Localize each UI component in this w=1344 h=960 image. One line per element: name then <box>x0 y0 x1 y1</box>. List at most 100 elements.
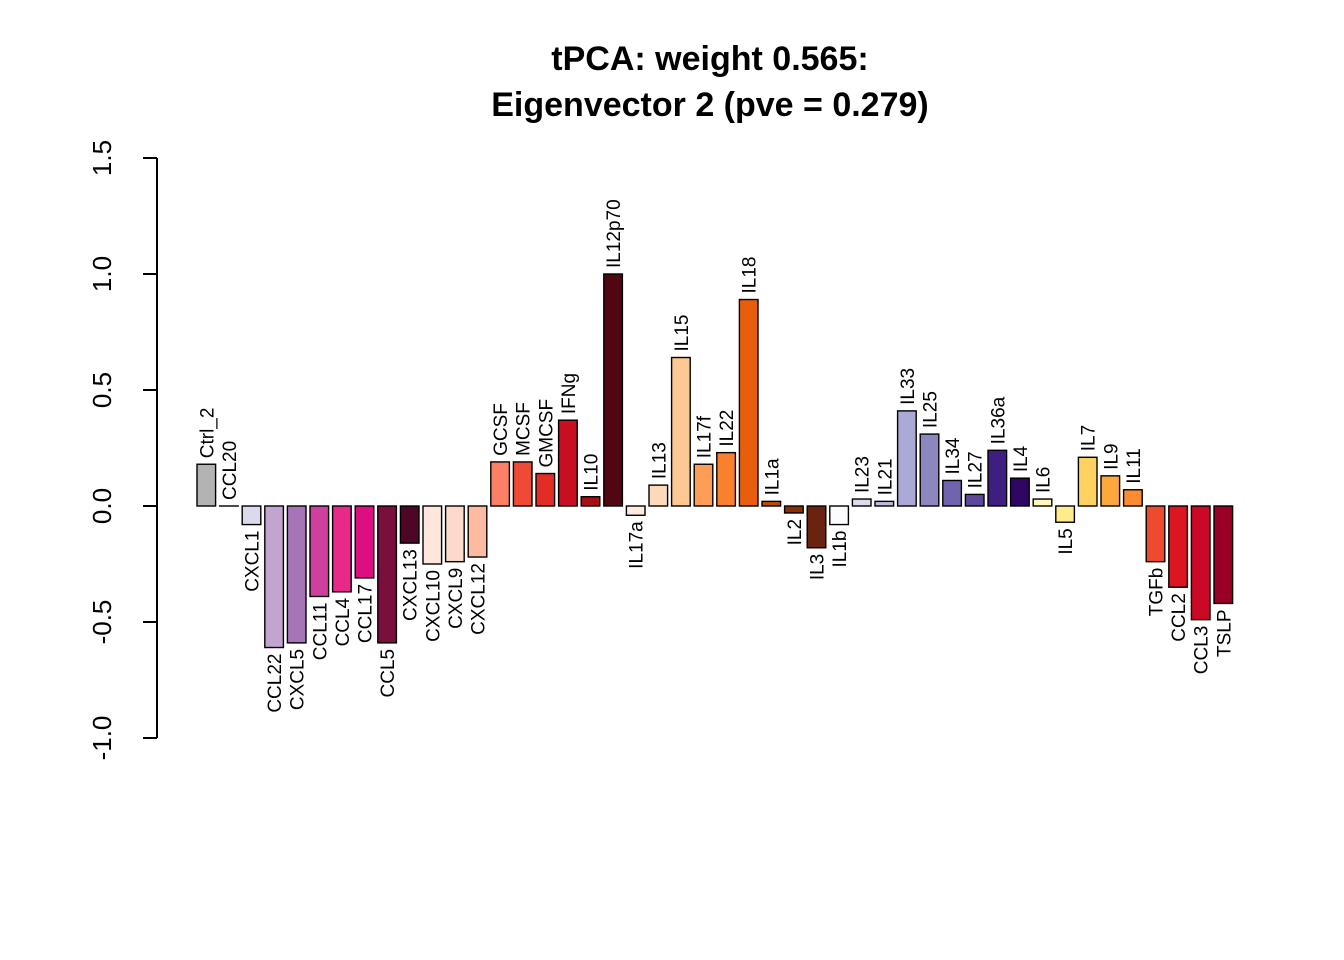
bar-cxcl12 <box>467 505 488 558</box>
bar-label-il18: IL18 <box>740 257 761 294</box>
bar-label-il17f: IL17f <box>695 415 716 458</box>
bar-il3 <box>806 505 827 549</box>
bar-label-il3: IL3 <box>808 554 829 580</box>
bar-tslp <box>1213 505 1234 605</box>
bar-il5 <box>1055 505 1076 523</box>
chart-title-line1: tPCA: weight 0.565: <box>551 40 868 78</box>
y-tick-label: 0.5 <box>87 372 117 408</box>
y-tick-label: 0.0 <box>87 488 117 524</box>
bar-il17a <box>625 505 646 516</box>
bar-label-il12p70: IL12p70 <box>604 199 625 268</box>
bar-label-ccl11: CCL11 <box>310 602 331 660</box>
bar-il9 <box>1100 475 1121 507</box>
bar-il10 <box>580 496 601 507</box>
y-tick-label: 1.5 <box>87 140 117 176</box>
bar-gcsf <box>490 461 511 507</box>
bar-label-il9: IL9 <box>1101 443 1122 469</box>
bar-ccl2 <box>1168 505 1189 588</box>
bar-il6 <box>1032 498 1053 507</box>
y-axis: -1.0 -0.5 0.0 0.5 1.0 1.5 <box>87 140 158 761</box>
bar-label-il10: IL10 <box>582 454 603 491</box>
y-tick-label: -1.0 <box>87 716 117 761</box>
bar-ccl11 <box>309 505 330 598</box>
bar-label-il2: IL2 <box>785 519 806 545</box>
bar-gmcsf <box>535 472 556 507</box>
bar-label-ccl5: CCL5 <box>378 649 399 698</box>
bar-il34 <box>942 479 963 507</box>
bar-label-cxcl5: CXCL5 <box>288 649 309 710</box>
bar-il33 <box>896 410 917 507</box>
bar-ctrl-2 <box>196 463 217 507</box>
y-tick-label: -0.5 <box>87 600 117 645</box>
bar-label-gcsf: GCSF <box>491 403 512 456</box>
bar-il7 <box>1077 456 1098 507</box>
bar-il4 <box>1009 477 1030 507</box>
bar-label-il22: IL22 <box>717 410 738 447</box>
bar-il17f <box>693 463 714 507</box>
bar-label-ccl17: CCL17 <box>356 584 377 643</box>
bar-cxcl9 <box>444 505 465 563</box>
bar-label-il1b: IL1b <box>830 531 851 568</box>
bar-il18 <box>738 298 759 507</box>
bar-il1a <box>761 500 782 507</box>
bar-label-ccl3: CCL3 <box>1192 626 1213 675</box>
bar-label-cxcl9: CXCL9 <box>446 568 467 629</box>
bar-il2 <box>783 505 804 514</box>
bar-label-il11: IL11 <box>1124 448 1145 484</box>
bar-label-ccl22: CCL22 <box>265 654 286 713</box>
bar-tgfb <box>1145 505 1166 563</box>
bar-label-cxcl1: CXCL1 <box>243 531 264 592</box>
bar-il23 <box>851 498 872 507</box>
bar-cxcl10 <box>422 505 443 565</box>
bar-il22 <box>716 451 737 507</box>
bar-il36a <box>987 449 1008 507</box>
bar-il15 <box>670 356 691 507</box>
bars-group <box>196 273 1234 649</box>
bar-ifng <box>557 419 578 507</box>
bar-label-il13: IL13 <box>649 442 670 479</box>
bar-ccl17 <box>354 505 375 579</box>
bar-label-tgfb: TGFb <box>1147 568 1168 617</box>
bar-label-il5: IL5 <box>1056 528 1077 554</box>
bar-label-il23: IL23 <box>853 456 874 493</box>
bar-label-ccl20: CCL20 <box>220 441 241 500</box>
bar-label-il33: IL33 <box>898 368 919 405</box>
bar-il21 <box>874 500 895 507</box>
bar-label-il21: IL21 <box>875 458 896 495</box>
bar-label-il4: IL4 <box>1011 445 1032 472</box>
bar-cxcl1 <box>241 505 262 526</box>
bar-il1b <box>829 505 850 526</box>
bar-label-il1a: IL1a <box>762 458 783 495</box>
bar-label-il17a: IL17a <box>627 521 648 569</box>
bar-ccl4 <box>331 505 352 593</box>
bar-label-il25: IL25 <box>921 391 942 428</box>
bar-label-cxcl12: CXCL12 <box>469 563 490 635</box>
bar-cxcl13 <box>399 505 420 544</box>
bar-label-il36a: IL36a <box>988 396 1009 444</box>
bar-label-il15: IL15 <box>672 315 693 352</box>
bar-label-ccl4: CCL4 <box>333 597 354 646</box>
bar-il25 <box>919 433 940 507</box>
bar-label-ifng: IFNg <box>559 373 580 414</box>
bar-label-ccl2: CCL2 <box>1169 593 1190 642</box>
bar-label-mcsf: MCSF <box>514 402 535 456</box>
bar-cxcl5 <box>286 505 307 644</box>
bar-il13 <box>648 484 669 507</box>
bar-ccl5 <box>377 505 398 644</box>
bar-il11 <box>1122 489 1143 507</box>
bar-label-gmcsf: GMCSF <box>536 399 557 468</box>
y-tick-label: 1.0 <box>87 256 117 292</box>
bar-il27 <box>964 493 985 507</box>
bar-label-il34: IL34 <box>943 437 964 474</box>
bar-ccl3 <box>1190 505 1211 621</box>
bar-label-ctrl-2: Ctrl_2 <box>197 408 218 459</box>
bar-label-tslp: TSLP <box>1214 609 1235 657</box>
bar-label-il7: IL7 <box>1079 425 1100 451</box>
chart-title-line2: Eigenvector 2 (pve = 0.279) <box>491 86 928 124</box>
bar-il12p70 <box>603 273 624 507</box>
bar-label-cxcl10: CXCL10 <box>423 570 444 642</box>
bar-mcsf <box>512 461 533 507</box>
bar-label-il27: IL27 <box>966 451 987 488</box>
